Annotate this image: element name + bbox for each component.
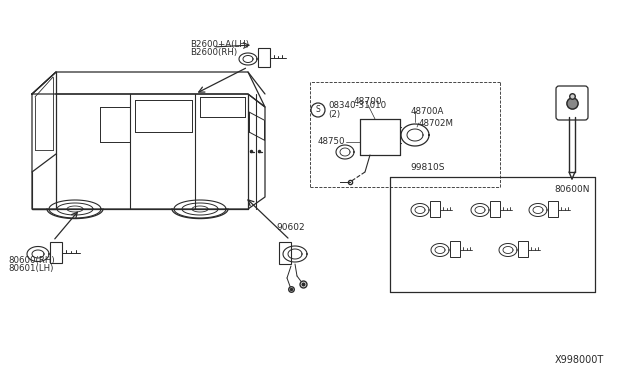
Text: B2600+A(LH): B2600+A(LH) xyxy=(190,41,249,49)
Text: 80600N: 80600N xyxy=(554,185,589,193)
Text: 08340-31010: 08340-31010 xyxy=(328,102,386,110)
Text: (2): (2) xyxy=(328,110,340,119)
Text: B2600(RH): B2600(RH) xyxy=(190,48,237,57)
Text: 90602: 90602 xyxy=(276,224,305,232)
Text: S: S xyxy=(316,106,321,115)
Text: 99810S: 99810S xyxy=(410,163,445,171)
Text: 80600(RH): 80600(RH) xyxy=(8,257,54,266)
Text: 80601(LH): 80601(LH) xyxy=(8,263,53,273)
Text: 48700: 48700 xyxy=(354,97,382,106)
Text: X998000T: X998000T xyxy=(555,355,604,365)
Text: 48750: 48750 xyxy=(318,138,346,147)
Text: 48700A: 48700A xyxy=(411,106,444,115)
Text: 48702M: 48702M xyxy=(419,119,454,128)
